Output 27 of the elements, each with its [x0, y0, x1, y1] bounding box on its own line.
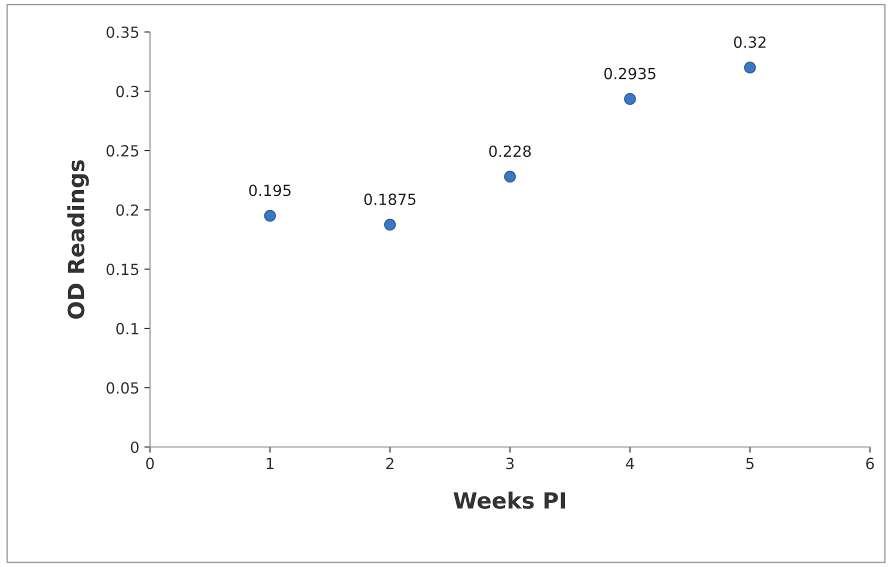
y-tick-label: 0.25 — [106, 145, 138, 157]
data-label: 0.228 — [489, 145, 531, 158]
y-axis-title: OD Readings — [67, 160, 89, 319]
y-tick-label: 0.1 — [116, 322, 138, 334]
x-tick-label: 1 — [266, 458, 274, 470]
data-label: 0.32 — [734, 36, 766, 48]
x-tick-label: 6 — [866, 458, 874, 470]
y-tick-label: 0.35 — [106, 26, 138, 38]
x-tick-label: 2 — [386, 458, 394, 470]
point — [384, 218, 396, 231]
y-tick-label: 0 — [130, 441, 139, 454]
x-tick-label: 0 — [146, 458, 154, 470]
y-tick-label: 0.3 — [116, 86, 138, 98]
x-tick-label: 3 — [506, 458, 514, 470]
point — [744, 62, 756, 74]
data-label: 0.1875 — [364, 193, 416, 206]
data-label: 0.195 — [249, 184, 291, 196]
point — [624, 93, 636, 105]
x-tick-label: 4 — [626, 458, 634, 470]
data-label: 0.2935 — [604, 68, 656, 80]
y-tick-label: 0.05 — [106, 382, 138, 394]
point — [504, 170, 516, 183]
point — [264, 210, 276, 222]
y-tick-label: 0.2 — [116, 204, 138, 216]
x-tick-label: 5 — [746, 458, 754, 470]
x-axis-title: Weeks PI — [454, 492, 566, 509]
y-tick-label: 0.15 — [106, 264, 138, 276]
